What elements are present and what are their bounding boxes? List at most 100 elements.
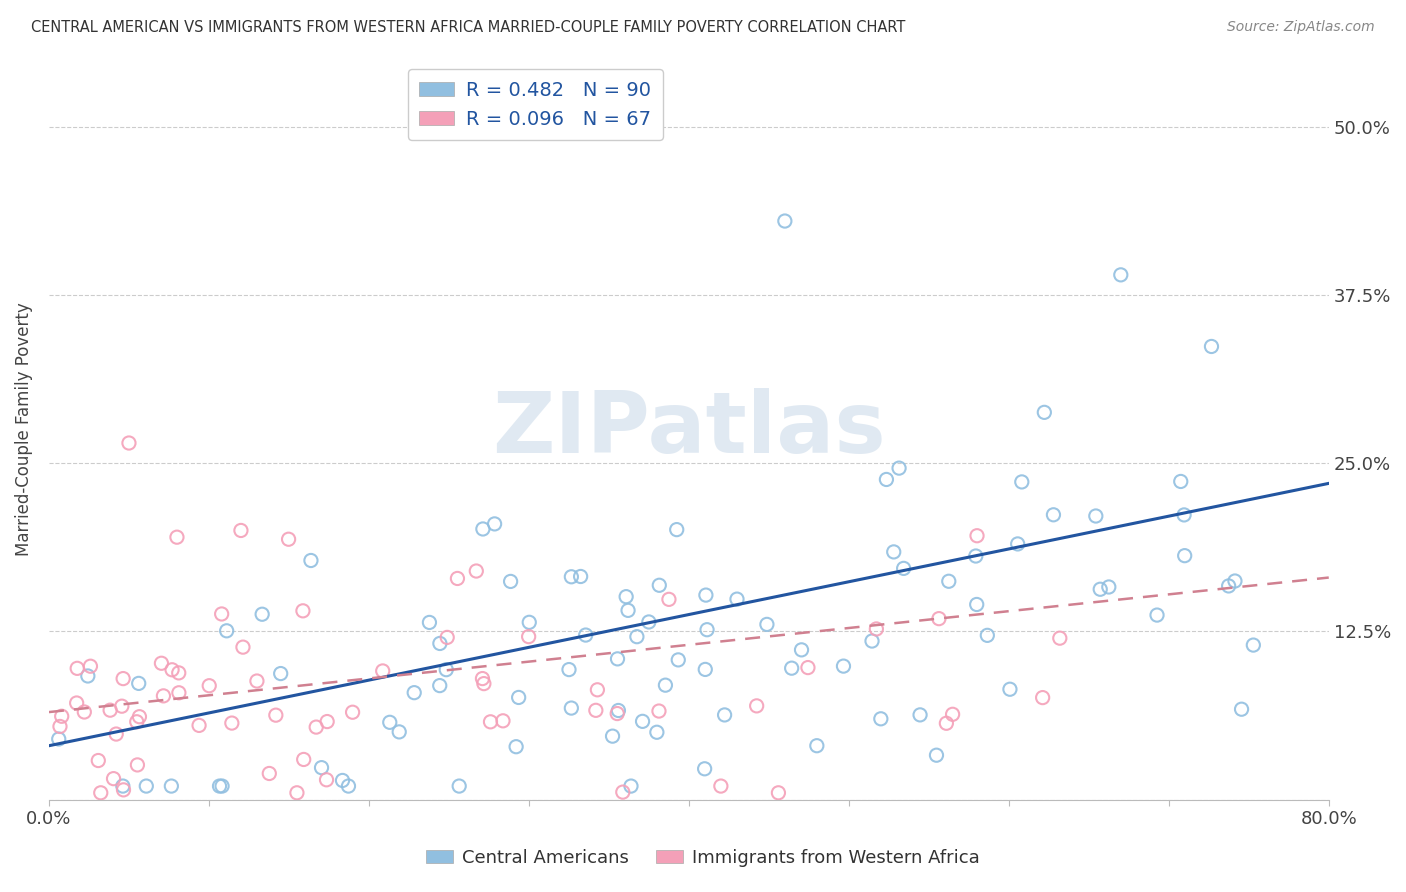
Point (648, 704, 671, 718)
Point (693, 762, 716, 776)
Point (388, 724, 411, 739)
Point (167, 665, 190, 680)
Point (342, 705, 364, 719)
Point (291, 604, 314, 618)
Point (617, 603, 640, 617)
Point (127, 758, 149, 772)
Point (49, 719, 72, 733)
Point (73, 705, 96, 719)
Point (48, 731, 70, 746)
Point (135, 779, 157, 793)
Point (1174, 549, 1197, 563)
Point (418, 615, 440, 630)
Point (118, 436, 141, 450)
Point (1223, 574, 1246, 588)
Point (695, 662, 717, 676)
Point (602, 729, 624, 743)
Point (152, 689, 174, 703)
Point (865, 622, 887, 636)
Point (998, 682, 1021, 697)
Point (1032, 690, 1054, 705)
Point (259, 766, 281, 780)
Point (606, 706, 628, 721)
Point (103, 772, 125, 786)
Point (585, 703, 607, 717)
Point (378, 715, 401, 730)
Point (429, 679, 451, 693)
Point (208, 779, 231, 793)
Point (449, 779, 471, 793)
Point (112, 782, 135, 797)
Y-axis label: Married-Couple Family Poverty: Married-Couple Family Poverty (15, 302, 32, 557)
Point (710, 779, 733, 793)
Point (925, 748, 948, 763)
Text: ZIPatlas: ZIPatlas (492, 388, 886, 471)
Point (66, 661, 89, 675)
Point (1084, 508, 1107, 523)
Point (311, 761, 333, 775)
Point (166, 530, 188, 544)
Point (658, 592, 681, 607)
Point (1090, 582, 1112, 597)
Point (299, 553, 322, 567)
Point (976, 628, 998, 642)
Point (790, 643, 813, 657)
Point (1098, 580, 1121, 594)
Point (292, 752, 315, 766)
Point (472, 676, 495, 690)
Point (508, 690, 530, 705)
Point (499, 574, 522, 589)
Point (505, 739, 527, 754)
Point (626, 630, 648, 644)
Legend: R = 0.482   N = 90, R = 0.096   N = 67: R = 0.482 N = 90, R = 0.096 N = 67 (408, 70, 662, 140)
Point (1173, 508, 1195, 522)
Point (966, 529, 988, 543)
Point (928, 612, 950, 626)
Point (806, 739, 828, 753)
Point (860, 634, 883, 648)
Point (1230, 702, 1253, 716)
Point (558, 663, 581, 677)
Point (434, 663, 457, 677)
Point (277, 533, 299, 547)
Point (112, 672, 135, 686)
Point (316, 714, 339, 729)
Point (620, 779, 643, 793)
Point (221, 716, 243, 731)
Point (479, 714, 502, 729)
Point (436, 631, 458, 645)
Point (773, 214, 796, 228)
Point (745, 698, 768, 713)
Point (797, 660, 820, 674)
Point (404, 686, 426, 700)
Point (305, 720, 328, 734)
Point (606, 652, 628, 666)
Point (51, 709, 73, 723)
Point (517, 630, 540, 644)
Point (79, 659, 101, 673)
Point (966, 598, 988, 612)
Point (446, 572, 468, 586)
Point (696, 623, 718, 637)
Point (66, 696, 89, 710)
Point (111, 699, 134, 714)
Point (1170, 475, 1192, 489)
Point (98, 703, 121, 717)
Point (160, 779, 183, 793)
Point (875, 473, 897, 487)
Point (575, 628, 598, 642)
Point (614, 590, 637, 604)
Point (150, 657, 173, 671)
Point (250, 607, 273, 622)
Point (965, 549, 987, 563)
Point (755, 617, 778, 632)
Point (869, 712, 891, 726)
Point (1109, 268, 1132, 282)
Point (198, 679, 221, 693)
Point (87, 754, 110, 768)
Point (484, 516, 506, 531)
Point (569, 569, 592, 583)
Point (1218, 579, 1240, 593)
Point (648, 578, 671, 592)
Point (631, 714, 654, 729)
